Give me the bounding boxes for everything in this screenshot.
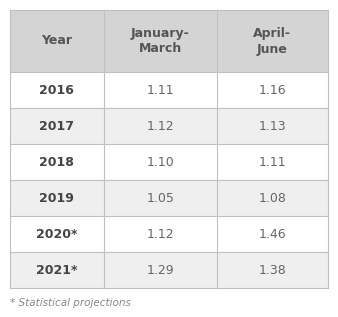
Text: January-
March: January- March xyxy=(131,27,190,55)
Bar xyxy=(10,252,328,288)
Text: 2020*: 2020* xyxy=(36,228,78,241)
Bar xyxy=(10,216,328,252)
Text: * Statistical projections: * Statistical projections xyxy=(10,298,131,308)
Bar xyxy=(10,144,328,180)
Text: 2017: 2017 xyxy=(40,120,74,133)
Bar xyxy=(10,180,328,216)
Text: Year: Year xyxy=(41,35,72,48)
Text: 1.16: 1.16 xyxy=(259,83,286,96)
Text: 1.46: 1.46 xyxy=(259,228,286,241)
Bar xyxy=(10,108,328,144)
Text: 2019: 2019 xyxy=(40,191,74,204)
Text: 2018: 2018 xyxy=(40,156,74,169)
Text: 1.08: 1.08 xyxy=(259,191,286,204)
Text: 1.29: 1.29 xyxy=(146,263,174,276)
Text: 1.11: 1.11 xyxy=(259,156,286,169)
Text: 2021*: 2021* xyxy=(36,263,78,276)
Text: 1.11: 1.11 xyxy=(146,83,174,96)
Text: 1.12: 1.12 xyxy=(146,228,174,241)
Text: 1.38: 1.38 xyxy=(259,263,286,276)
Text: 1.12: 1.12 xyxy=(146,120,174,133)
Text: 1.10: 1.10 xyxy=(146,156,174,169)
Text: 2016: 2016 xyxy=(40,83,74,96)
Bar xyxy=(10,10,328,72)
Text: April-
June: April- June xyxy=(254,27,291,55)
Text: 1.13: 1.13 xyxy=(259,120,286,133)
Bar xyxy=(10,72,328,108)
Text: 1.05: 1.05 xyxy=(146,191,174,204)
